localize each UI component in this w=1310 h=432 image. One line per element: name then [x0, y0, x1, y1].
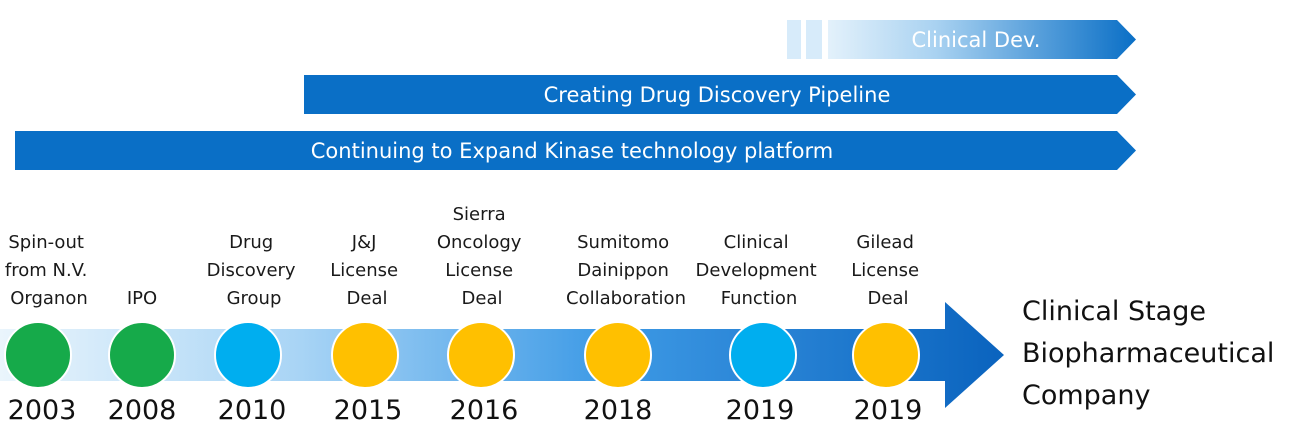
outcome-label: Clinical Stage Biopharmaceutical Company: [1022, 296, 1283, 411]
year-label-2019-gilead: 2019: [854, 395, 923, 426]
kinase-platform-bar: Continuing to Expand Kinase technology p…: [15, 131, 1136, 170]
drug-discovery-pipeline-label: Creating Drug Discovery Pipeline: [544, 83, 891, 107]
clinical-dev-segment-1: [787, 20, 801, 59]
phase-bars: Clinical Dev. Creating Drug Discovery Pi…: [15, 20, 1136, 170]
clinical-dev-arrow: [828, 20, 1136, 59]
milestone-circle-2019-gilead: [852, 321, 920, 389]
year-label-2016: 2016: [450, 395, 519, 426]
drug-discovery-pipeline-bar: Creating Drug Discovery Pipeline: [304, 75, 1136, 114]
year-label-2010: 2010: [218, 395, 287, 426]
year-label-2018: 2018: [584, 395, 653, 426]
milestone-circle-2018: [584, 321, 652, 389]
event-label-gilead: Gilead License Deal: [851, 232, 925, 309]
event-label-sierra-oncology: Sierra Oncology License Deal: [437, 204, 527, 309]
milestone-markers: [4, 321, 920, 389]
milestone-circle-2019-clinical: [729, 321, 797, 389]
drug-discovery-pipeline-arrow: [304, 75, 1136, 114]
year-label-2003: 2003: [8, 395, 77, 426]
kinase-platform-label: Continuing to Expand Kinase technology p…: [311, 139, 833, 163]
year-label-2015: 2015: [334, 395, 403, 426]
milestone-circle-2008: [108, 321, 176, 389]
event-label-ipo: IPO: [127, 288, 157, 309]
clinical-dev-label: Clinical Dev.: [912, 28, 1041, 52]
milestone-circle-2010: [214, 321, 282, 389]
event-labels: Spin-out from N.V. Organon IPO Drug Disc…: [5, 204, 925, 309]
year-label-2008: 2008: [108, 395, 177, 426]
year-label-2019-clinical: 2019: [726, 395, 795, 426]
milestone-circle-2015: [331, 321, 399, 389]
milestone-circle-2003: [4, 321, 72, 389]
event-label-clinical-development: Clinical Development Function: [696, 232, 823, 309]
event-label-sumitomo: Sumitomo Dainippon Collaboration: [566, 232, 686, 309]
event-label-spin-out: Spin-out from N.V. Organon: [5, 232, 93, 309]
year-labels: 2003 2008 2010 2015 2016 2018 2019 2019: [8, 395, 923, 426]
milestone-circle-2016: [447, 321, 515, 389]
kinase-platform-arrow: [15, 131, 1136, 170]
clinical-dev-segment-2: [806, 20, 822, 59]
event-label-drug-discovery-group: Drug Discovery Group: [207, 232, 302, 309]
clinical-dev-bar: Clinical Dev.: [787, 20, 1136, 59]
event-label-jj-license: J&J License Deal: [330, 232, 404, 309]
